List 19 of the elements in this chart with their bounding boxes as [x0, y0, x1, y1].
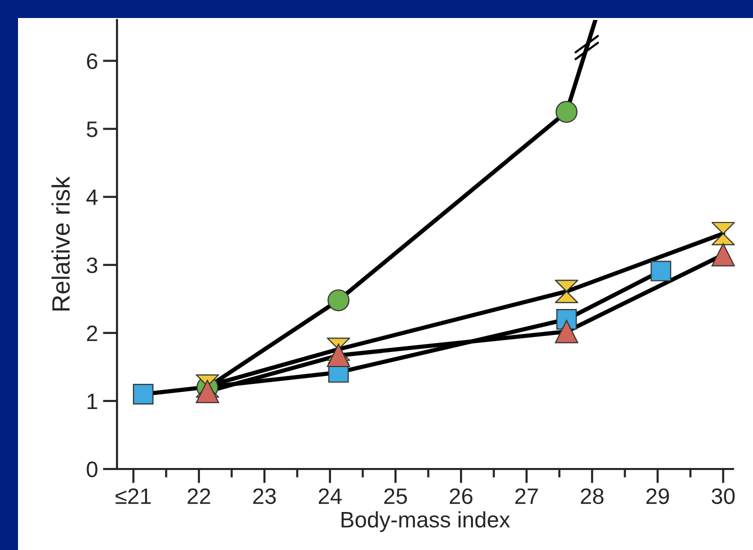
y-axis-title: Relative risk [51, 176, 70, 311]
x-tick-label: 28 [580, 488, 604, 504]
y-tick-label: 5 [86, 122, 98, 138]
x-tick-label: 23 [253, 488, 276, 504]
y-tick-label: 6 [87, 53, 98, 70]
x-tick-label: 27 [515, 488, 538, 504]
x-tick-label: 22 [188, 488, 210, 504]
y-tick-label: 4 [86, 190, 98, 205]
x-tick-label: 30 [712, 488, 735, 504]
x-tick-label: 29 [646, 488, 669, 504]
x-tick-label: 26 [450, 488, 472, 504]
x-tick-label: 25 [384, 488, 407, 504]
x-tick-label: 24 [318, 488, 342, 504]
x-axis-title: Body-mass index [342, 511, 510, 532]
x-tick-label: ≤21 [116, 488, 151, 504]
y-tick-label: 0 [86, 462, 98, 478]
y-tick-label: 3 [86, 257, 98, 274]
y-tick-label: 1 [88, 394, 98, 410]
y-tick-label: 2 [87, 325, 98, 341]
